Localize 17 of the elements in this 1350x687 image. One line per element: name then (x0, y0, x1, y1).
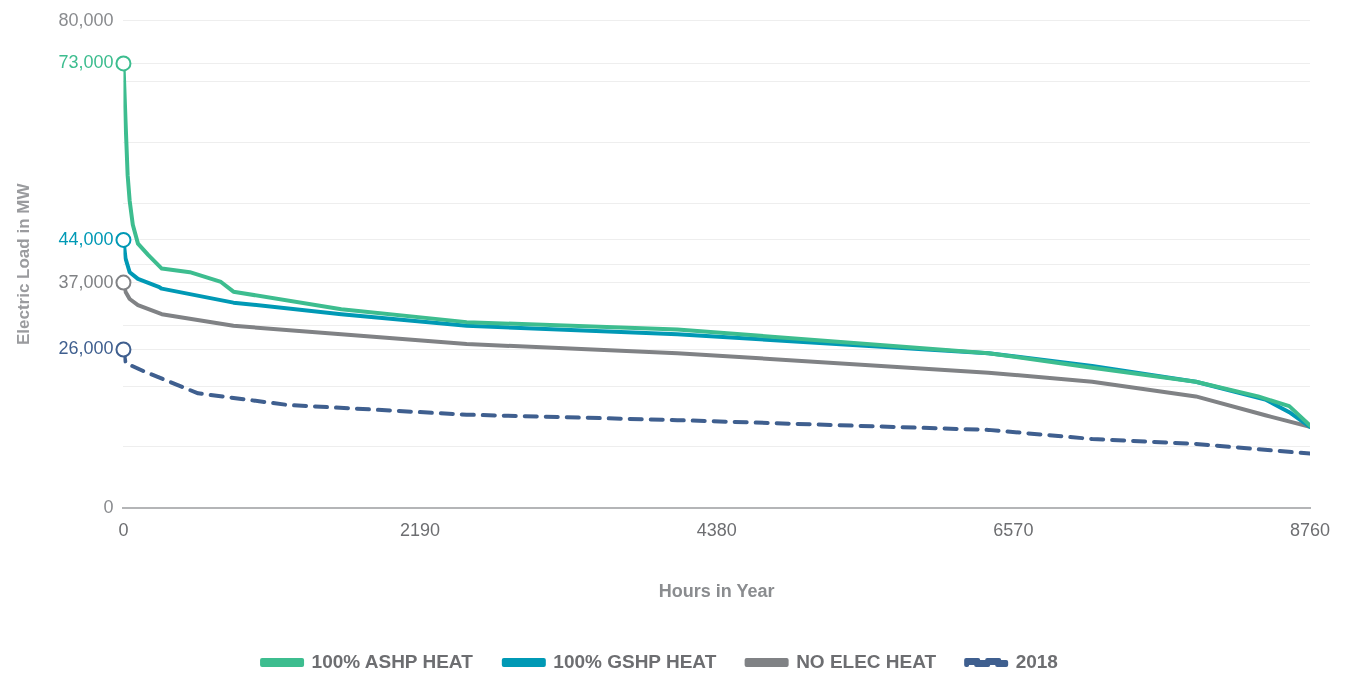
y-tick-label: 0 (103, 496, 114, 517)
y-tick-label: 37,000 (58, 271, 114, 292)
x-tick-label: 2190 (400, 519, 441, 540)
x-tick-label: 0 (118, 519, 129, 540)
x-axis-title: Hours in Year (658, 581, 775, 602)
y-tick-label: 80,000 (58, 9, 114, 30)
x-tick-label: 6570 (993, 519, 1034, 540)
y-tick-label: 44,000 (58, 228, 114, 249)
legend-label: NO ELEC HEAT (796, 650, 937, 672)
y-tick-label: 73,000 (58, 52, 114, 73)
legend-label: 100% ASHP HEAT (311, 650, 474, 672)
x-tick-label: 8760 (1289, 519, 1331, 540)
legend-label: 100% GSHP HEAT (553, 650, 717, 672)
y-axis-title: Electric Load in MW (13, 182, 33, 346)
legend-label: 2018 (1015, 650, 1058, 672)
x-tick-label: 4380 (696, 519, 737, 540)
y-tick-label: 26,000 (58, 338, 114, 359)
